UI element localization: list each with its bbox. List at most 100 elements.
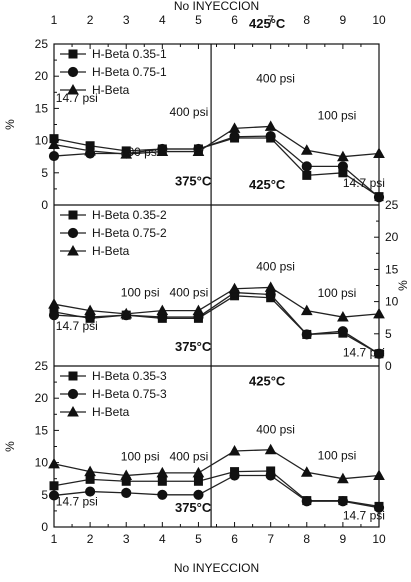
legend-label: H-Beta 0.75-1: [92, 65, 167, 79]
data-point: [157, 489, 168, 500]
top-x-tick-label: 2: [87, 13, 94, 27]
data-point: [121, 487, 132, 498]
annotation: 14.7 psi: [343, 508, 385, 522]
series-circle: [48, 130, 385, 203]
annotation: 400 psi: [170, 450, 209, 464]
y-axis-title: %: [396, 280, 410, 291]
data-point: [48, 150, 60, 162]
data-point: [300, 466, 313, 477]
data-point: [85, 486, 96, 497]
series-line: [53, 291, 380, 355]
data-point: [120, 469, 133, 480]
annotation: 14.7 psi: [56, 319, 98, 333]
top-x-tick-label: 9: [340, 13, 347, 27]
legend-label: H-Beta: [92, 83, 130, 97]
data-point: [48, 138, 60, 149]
series-line: [53, 135, 380, 198]
annotation: 100 psi: [121, 450, 160, 464]
legend-marker: [67, 83, 79, 95]
data-point: [265, 470, 276, 481]
data-point: [264, 443, 277, 455]
data-point: [337, 326, 348, 337]
annotation: 14.7 psi: [343, 345, 385, 359]
data-point: [337, 496, 348, 507]
data-point: [337, 150, 349, 162]
data-point: [156, 304, 169, 316]
data-point: [48, 490, 60, 501]
legend-marker: [67, 388, 79, 400]
top-x-tick-label: 1: [51, 13, 58, 27]
y-tick-label: 25: [35, 37, 49, 51]
annotation: 14.7 psi: [56, 91, 98, 105]
data-point: [192, 145, 205, 157]
annotation: 425°C: [249, 373, 286, 388]
annotation: 400 psi: [170, 105, 209, 119]
legend-marker: [67, 244, 79, 256]
series-triangle: [48, 281, 385, 322]
series-circle: [48, 287, 385, 359]
legend-item: H-Beta 0.35-2: [60, 208, 167, 222]
annotation: 14.7 psi: [343, 176, 385, 190]
data-point: [302, 170, 312, 180]
legend-item: H-Beta: [60, 244, 130, 258]
data-point: [48, 298, 60, 309]
legend-item: H-Beta: [60, 83, 130, 97]
bottom-x-tick-label: 5: [195, 532, 202, 546]
annotation: 425°C: [249, 177, 286, 192]
data-point: [337, 472, 349, 484]
chart-root: 1 1 2 2 3 3 4 4 5 5 6 6 7 7 8 8 9 9 10 10 No INYECCION No INY…: [3, 0, 410, 575]
annotation: 400 psi: [256, 260, 295, 274]
y-tick-label: 20: [35, 391, 49, 405]
y-axis-title: %: [3, 119, 17, 130]
y-tick-label: 20: [385, 230, 399, 244]
legend-label: H-Beta 0.35-1: [92, 47, 167, 61]
bottom-x-tick-label: 2: [87, 532, 94, 546]
legend-label: H-Beta 0.35-2: [92, 208, 167, 222]
bottom-x-axis-title: No INYECCION: [174, 561, 259, 575]
data-point: [264, 120, 277, 131]
annotation: 100 psi: [121, 145, 160, 159]
bottom-x-tick-label: 7: [267, 532, 274, 546]
bottom-x-tick-label: 6: [231, 532, 238, 546]
legend-item: H-Beta 0.75-1: [60, 65, 167, 79]
y-tick-label: 25: [385, 198, 399, 212]
series-square: [49, 291, 384, 359]
annotation: 14.7 psi: [56, 495, 98, 509]
legend-item: H-Beta: [60, 405, 130, 419]
series-triangle: [48, 120, 385, 162]
data-point: [193, 476, 203, 486]
annotation: 100 psi: [121, 285, 160, 299]
data-point: [373, 469, 385, 480]
data-point: [49, 481, 59, 491]
annotation: 375°C: [175, 339, 212, 354]
data-point: [337, 161, 348, 172]
bottom-x-tick-label: 9: [340, 532, 347, 546]
data-point: [373, 147, 385, 158]
y-tick-label: 5: [41, 488, 48, 502]
data-point: [192, 304, 205, 316]
y-tick-label: 10: [35, 456, 49, 470]
y-tick-label: 15: [35, 101, 49, 115]
data-point: [265, 130, 276, 142]
data-point: [300, 304, 313, 316]
data-point: [373, 192, 385, 203]
annotation: 400 psi: [256, 423, 295, 437]
series-line: [53, 449, 380, 480]
data-point: [301, 496, 312, 507]
series-line: [53, 474, 380, 509]
y-tick-label: 0: [41, 520, 48, 534]
series-circle: [48, 470, 385, 513]
annotation: 425°C: [249, 16, 286, 31]
top-x-tick-label: 6: [231, 13, 238, 27]
y-tick-label: 0: [385, 359, 392, 373]
data-point: [84, 144, 96, 156]
data-point: [229, 470, 240, 481]
data-point: [157, 476, 167, 486]
y-tick-label: 10: [35, 134, 49, 148]
annotation: 100 psi: [318, 108, 357, 122]
legend-item: H-Beta 0.35-3: [60, 369, 167, 383]
top-x-tick-label: 4: [159, 13, 166, 27]
data-point: [229, 131, 240, 142]
legend-marker: [68, 371, 78, 381]
series-square: [49, 133, 384, 202]
